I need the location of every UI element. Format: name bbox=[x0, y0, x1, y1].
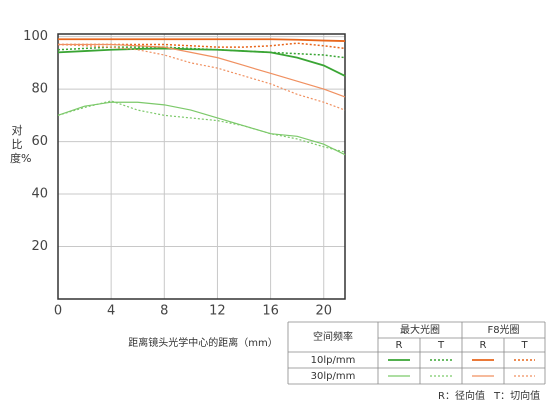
legend-row-label: 30lp/mm bbox=[311, 371, 356, 382]
x-tick-label: 0 bbox=[54, 304, 62, 319]
legend-note: R：径向值 bbox=[438, 389, 485, 402]
legend-header: 最大光圈 bbox=[400, 323, 440, 336]
legend-note: T：切向值 bbox=[493, 389, 540, 402]
legend-subheader: T bbox=[520, 340, 528, 351]
legend-subheader: R bbox=[480, 340, 487, 351]
y-tick-label: 40 bbox=[31, 187, 48, 202]
plot-frame bbox=[57, 33, 346, 300]
y-tick-label: 60 bbox=[31, 134, 48, 149]
x-tick-label: 16 bbox=[262, 304, 279, 319]
legend-subheader: R bbox=[396, 340, 403, 351]
x-tick-label: 12 bbox=[209, 304, 226, 319]
x-tick-label: 8 bbox=[160, 304, 168, 319]
legend-header: F8光圈 bbox=[487, 323, 519, 336]
x-tick-label: 4 bbox=[107, 304, 115, 319]
x-tick-label: 20 bbox=[315, 304, 332, 319]
mtf-line bbox=[57, 101, 346, 156]
y-tick-label: 80 bbox=[31, 82, 48, 97]
y-tick-label: 20 bbox=[31, 239, 48, 254]
mtf-line bbox=[57, 100, 346, 153]
mtf-line bbox=[58, 38, 346, 42]
legend-header: 空间频率 bbox=[313, 330, 353, 343]
mtf-line bbox=[57, 47, 346, 77]
mtf-line bbox=[57, 43, 346, 111]
y-tick-label: 100 bbox=[23, 29, 48, 44]
y-axis-label: 对比度% bbox=[10, 124, 32, 165]
mtf-line bbox=[58, 43, 346, 98]
x-axis-label: 距离镜头光学中心的距离（mm） bbox=[128, 336, 277, 349]
legend-subheader: T bbox=[437, 340, 445, 351]
legend-row-label: 10lp/mm bbox=[311, 355, 356, 366]
